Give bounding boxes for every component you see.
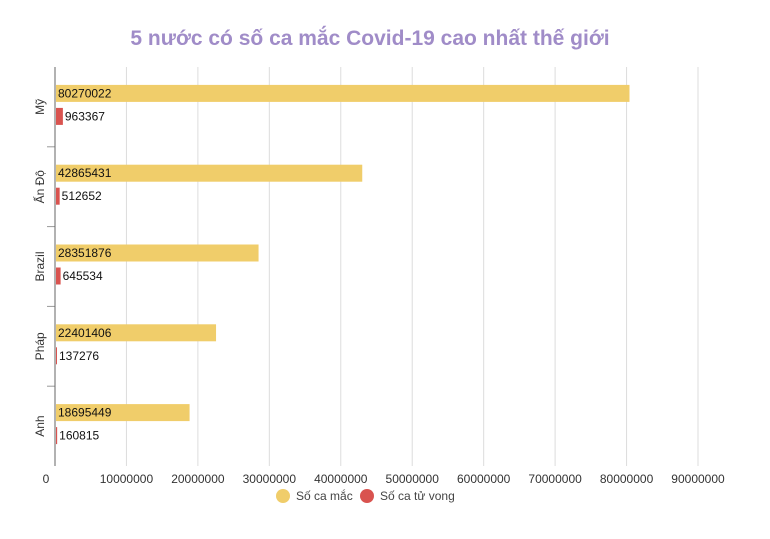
x-tick-label: 0 bbox=[43, 472, 50, 486]
bar bbox=[56, 187, 60, 205]
category-label: Mỹ bbox=[33, 99, 47, 115]
chart-title: 5 nước có số ca mắc Covid-19 cao nhất th… bbox=[130, 26, 609, 50]
data-label: 137276 bbox=[59, 349, 99, 363]
legend-label: Số ca mắc bbox=[296, 488, 353, 503]
bar bbox=[56, 267, 61, 285]
x-tick-label: 20000000 bbox=[171, 472, 225, 486]
data-label: 22401406 bbox=[58, 326, 112, 340]
data-label: 28351876 bbox=[58, 246, 112, 260]
bar bbox=[56, 347, 57, 365]
bar bbox=[56, 244, 259, 262]
data-label: 645534 bbox=[63, 269, 103, 283]
x-tick-label: 80000000 bbox=[600, 472, 654, 486]
category-label: Brazil bbox=[33, 251, 47, 281]
bar bbox=[56, 107, 63, 125]
data-label: 80270022 bbox=[58, 86, 112, 100]
x-tick-label: 30000000 bbox=[243, 472, 297, 486]
x-tick-label: 60000000 bbox=[457, 472, 511, 486]
x-tick-label: 70000000 bbox=[528, 472, 582, 486]
data-label: 18695449 bbox=[58, 406, 112, 420]
data-label: 42865431 bbox=[58, 166, 112, 180]
bar bbox=[56, 164, 363, 182]
x-tick-label: 90000000 bbox=[671, 472, 725, 486]
x-tick-label: 40000000 bbox=[314, 472, 368, 486]
bar bbox=[56, 324, 217, 342]
x-tick-label: 50000000 bbox=[386, 472, 440, 486]
data-label: 160815 bbox=[59, 429, 99, 443]
legend-marker bbox=[360, 489, 374, 503]
legend: Số ca mắc Số ca tử vong bbox=[276, 488, 455, 503]
category-label: Anh bbox=[33, 415, 47, 436]
legend-marker bbox=[276, 489, 290, 503]
data-label: 512652 bbox=[62, 189, 102, 203]
category-label: Pháp bbox=[33, 332, 47, 360]
data-label: 963367 bbox=[65, 109, 105, 123]
x-tick-label: 10000000 bbox=[100, 472, 154, 486]
legend-label: Số ca tử vong bbox=[380, 489, 455, 503]
bar bbox=[56, 427, 58, 445]
bar bbox=[56, 404, 190, 422]
grid bbox=[125, 67, 699, 466]
axes: 0 10000000 20000000 30000000 40000000 5000000… bbox=[32, 67, 725, 486]
bars: 80270022 963367 42865431 512652 28351876 6455… bbox=[56, 84, 630, 445]
category-label: Ấn Độ bbox=[32, 170, 47, 204]
bar bbox=[56, 84, 630, 102]
